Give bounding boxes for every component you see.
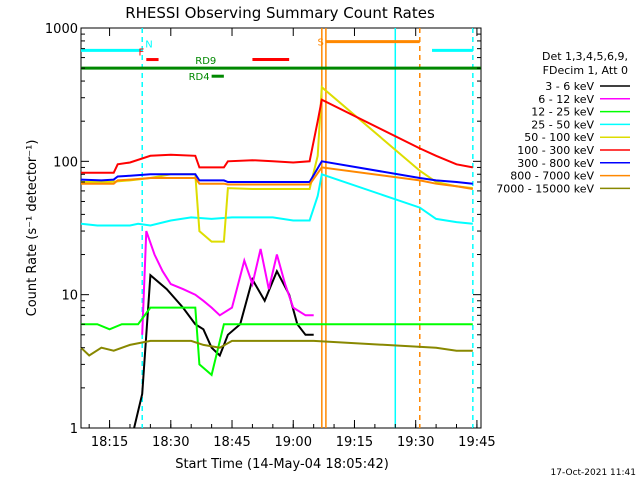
x-tick-label-2: 18:45 bbox=[213, 435, 250, 450]
y-axis-label: Count Rate (s⁻¹ detector⁻¹) bbox=[25, 140, 40, 317]
x-tick-label-4: 19:15 bbox=[336, 435, 373, 450]
legend-label-8: 7000 - 15000 keV bbox=[496, 182, 594, 195]
x-tick-label-0: 18:15 bbox=[91, 435, 128, 450]
annotation-label-1: N bbox=[145, 39, 152, 50]
y-tick-label-2: 100 bbox=[53, 155, 78, 170]
vertical-markers bbox=[141, 28, 474, 428]
legend-header-0: Det 1,3,4,5,6,9, bbox=[542, 50, 628, 63]
x-tick-label-3: 19:00 bbox=[275, 435, 312, 450]
axes: 18:15 18:30 18:45 19:00 19:15 19:30 19:45 1 10 10… bbox=[45, 22, 496, 450]
plot-frame bbox=[80, 27, 482, 429]
legend-label-6: 300 - 800 keV bbox=[517, 157, 594, 170]
legend: Det 1,3,4,5,6,9,FDecim 1, Att 0 3 - 6 keV… bbox=[496, 50, 630, 195]
annotation-label-2: F bbox=[139, 48, 145, 59]
series-line-2 bbox=[81, 306, 473, 377]
series-lines bbox=[80, 85, 473, 429]
series-line-3 bbox=[80, 172, 473, 227]
annotation-bars: NF RD9 RD4 S bbox=[81, 38, 481, 83]
series-line-6 bbox=[80, 160, 473, 185]
series-line-1 bbox=[141, 230, 314, 335]
plot-area bbox=[80, 27, 482, 429]
series-line-8 bbox=[80, 339, 473, 357]
annotation-label-3: RD9 bbox=[195, 56, 216, 67]
annotation-label-4: RD4 bbox=[189, 72, 210, 83]
legend-label-7: 800 - 7000 keV bbox=[510, 170, 594, 183]
y-tick-label-1: 10 bbox=[61, 289, 78, 304]
x-tick-label-5: 19:30 bbox=[397, 435, 434, 450]
series-line-5 bbox=[81, 98, 473, 174]
y-tick-label-0: 1 bbox=[70, 422, 78, 437]
x-tick-label-1: 18:30 bbox=[152, 435, 189, 450]
timestamp: 17-Oct-2021 11:41 bbox=[551, 468, 636, 478]
legend-label-0: 3 - 6 keV bbox=[545, 80, 594, 93]
legend-label-1: 6 - 12 keV bbox=[538, 93, 594, 106]
legend-label-3: 25 - 50 keV bbox=[531, 118, 594, 131]
y-tick-label-3: 1000 bbox=[45, 22, 78, 37]
chart-title: RHESSI Observing Summary Count Rates bbox=[125, 4, 435, 22]
legend-header-1: FDecim 1, Att 0 bbox=[543, 64, 628, 77]
legend-label-5: 100 - 300 keV bbox=[517, 144, 594, 157]
x-axis-label: Start Time (14-May-04 18:05:42) bbox=[175, 457, 389, 472]
series-line-7 bbox=[81, 166, 473, 190]
annotation-label-6: S bbox=[318, 38, 324, 49]
x-tick-label-6: 19:45 bbox=[458, 435, 495, 450]
series-line-0 bbox=[133, 268, 314, 429]
legend-label-4: 50 - 100 keV bbox=[524, 131, 594, 144]
legend-label-2: 12 - 25 keV bbox=[531, 106, 594, 119]
